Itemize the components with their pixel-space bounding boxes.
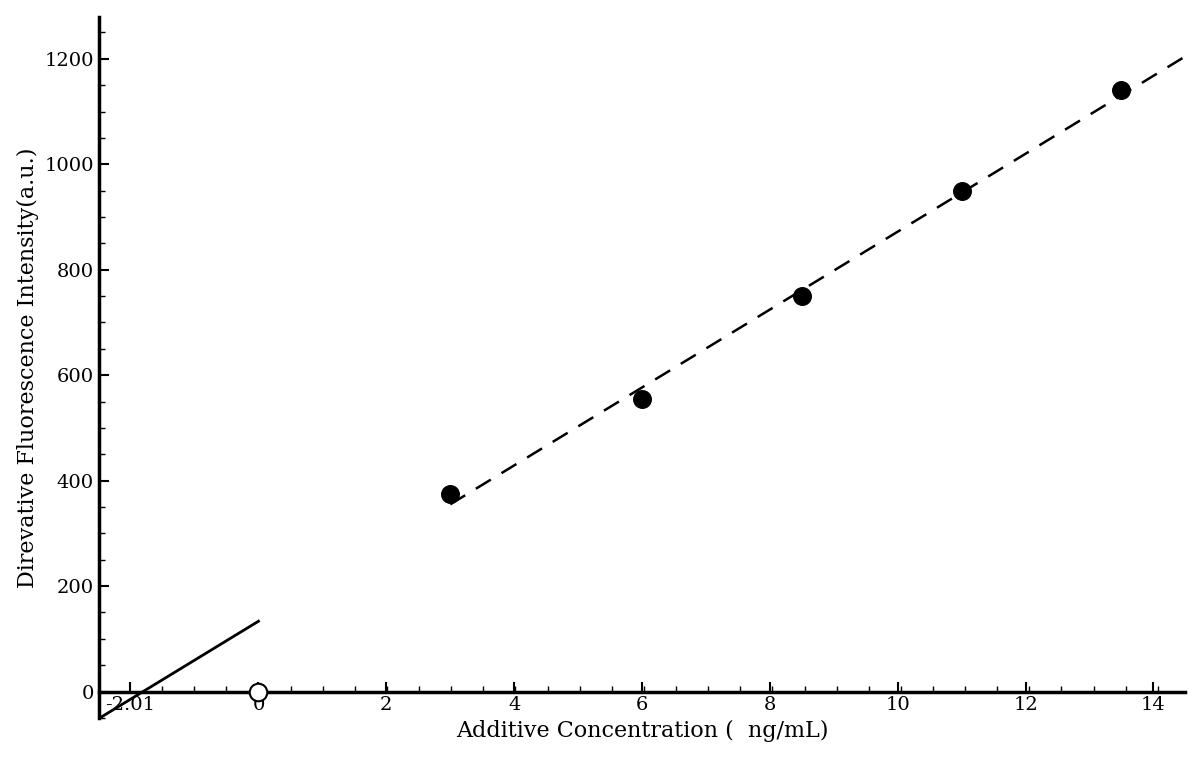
Point (792, 290, 811, 302)
Point (632, 393, 651, 405)
Point (249, 685, 268, 697)
Point (1112, 85, 1131, 97)
Y-axis label: Direvative Fluorescence Intensity(a.u.): Direvative Fluorescence Intensity(a.u.) (17, 147, 38, 588)
Point (952, 185, 971, 197)
X-axis label: Additive Concentration (  ng/mL): Additive Concentration ( ng/mL) (456, 720, 828, 742)
Point (441, 488, 460, 500)
